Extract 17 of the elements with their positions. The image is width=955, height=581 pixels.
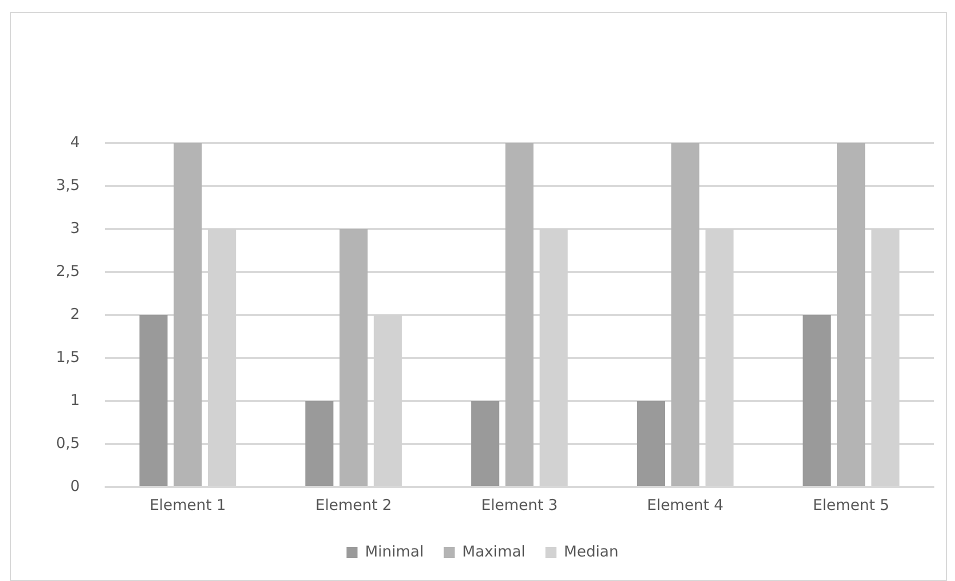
y-tick-label: 1,5 [56, 348, 80, 366]
x-tick-label: Element 2 [315, 496, 392, 514]
x-tick-label: Element 4 [647, 496, 724, 514]
legend-label: Median [564, 542, 618, 560]
x-tick-label: Element 3 [481, 496, 558, 514]
y-tick-label: 0 [70, 476, 80, 495]
x-tick-label: Element 5 [812, 496, 890, 514]
y-tick-label: 2 [70, 304, 80, 323]
y-tick-label: 1 [70, 390, 80, 409]
legend-label: Maximal [462, 542, 526, 560]
legend-label: Minimal [365, 542, 424, 560]
y-tick-label: 3 [70, 218, 80, 237]
y-tick-label: 2,5 [56, 262, 80, 280]
x-tick-label: Element 1 [150, 496, 226, 514]
y-tick-label: 4 [70, 132, 80, 151]
y-tick-label: 3,5 [56, 176, 80, 194]
y-tick-label: 0,5 [56, 434, 80, 452]
